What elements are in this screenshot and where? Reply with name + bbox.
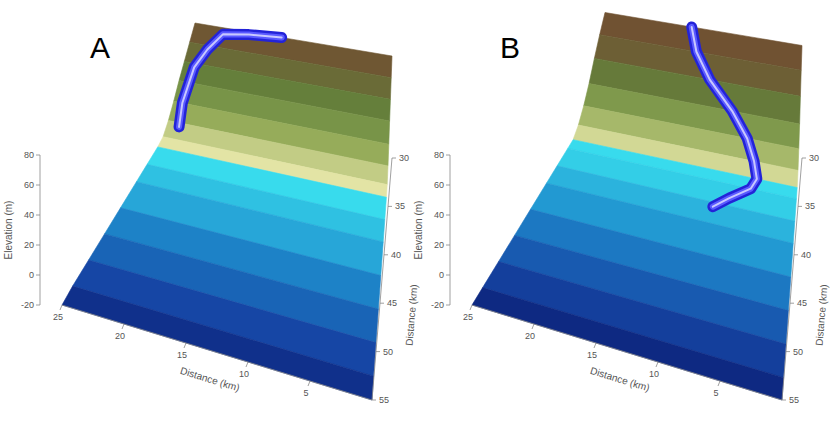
svg-text:20: 20 [24,240,34,250]
svg-text:60: 60 [24,180,34,190]
svg-text:80: 80 [24,150,34,160]
svg-text:Distance (km): Distance (km) [179,365,241,394]
svg-text:40: 40 [801,250,811,260]
svg-text:40: 40 [391,250,401,260]
svg-text:50: 50 [793,347,803,357]
svg-text:25: 25 [463,312,473,322]
svg-text:Elevation (m): Elevation (m) [3,201,14,260]
svg-text:Distance (km): Distance (km) [403,284,419,346]
svg-text:-20: -20 [431,300,444,310]
svg-text:A: A [90,31,110,64]
svg-text:B: B [500,31,520,64]
svg-text:-20: -20 [21,300,34,310]
svg-text:15: 15 [587,350,597,360]
svg-text:25: 25 [53,312,63,322]
svg-text:35: 35 [395,201,405,211]
svg-text:5: 5 [303,388,308,398]
svg-text:40: 40 [434,210,444,220]
svg-text:35: 35 [805,201,815,211]
svg-text:10: 10 [649,369,659,379]
svg-text:5: 5 [713,388,718,398]
svg-text:30: 30 [809,153,819,163]
svg-text:0: 0 [29,270,34,280]
svg-text:20: 20 [525,331,535,341]
svg-text:Distance (km): Distance (km) [589,365,651,394]
svg-text:45: 45 [387,298,397,308]
svg-text:20: 20 [115,331,125,341]
svg-text:15: 15 [177,350,187,360]
svg-text:55: 55 [789,395,799,405]
svg-text:0: 0 [439,270,444,280]
svg-text:10: 10 [239,369,249,379]
svg-text:45: 45 [797,298,807,308]
svg-text:Distance (km): Distance (km) [813,284,829,346]
svg-text:20: 20 [434,240,444,250]
svg-text:40: 40 [24,210,34,220]
svg-text:60: 60 [434,180,444,190]
svg-text:30: 30 [399,153,409,163]
svg-text:Elevation (m): Elevation (m) [413,201,424,260]
svg-text:55: 55 [379,395,389,405]
svg-text:80: 80 [434,150,444,160]
svg-text:50: 50 [383,347,393,357]
